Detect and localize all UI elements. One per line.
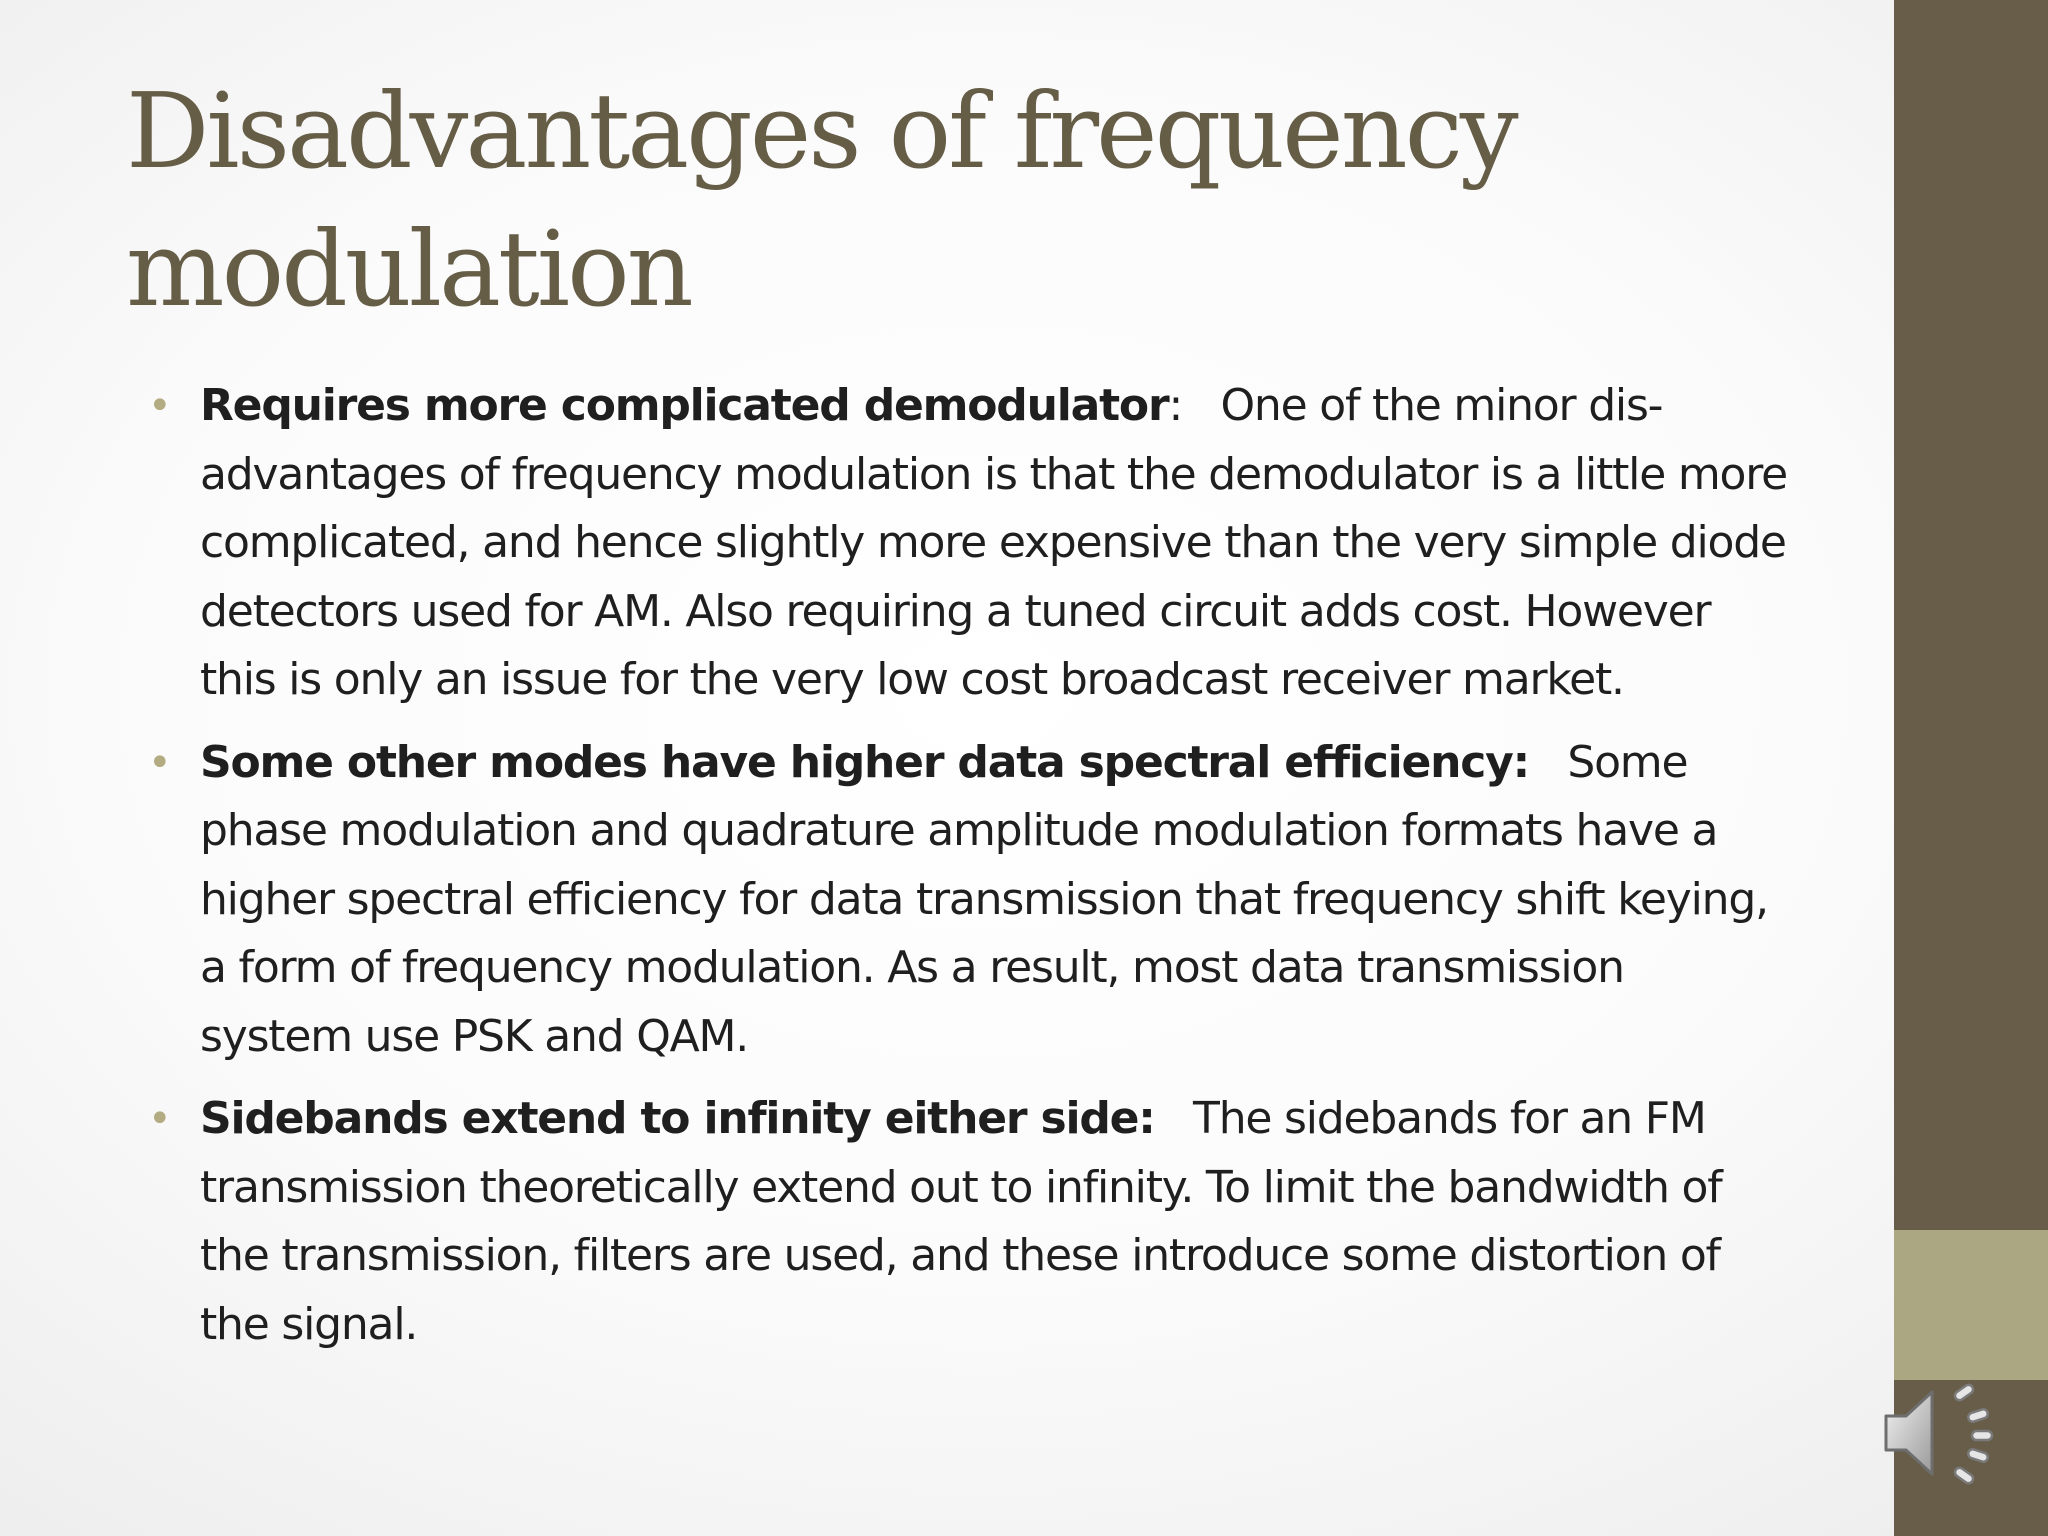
sidebar-accent-top: [1894, 0, 2048, 1230]
bullet-body: The sidebands for an FM transmission the…: [200, 1093, 1723, 1350]
bullet-item: • Sidebands extend to infinity either si…: [148, 1085, 1788, 1359]
bullet-heading: Sidebands extend to infinity either side…: [200, 1093, 1156, 1144]
audio-speaker-button[interactable]: [1876, 1368, 2006, 1498]
bullet-body: One of the minor dis-advantages of frequ…: [200, 380, 1788, 705]
bullet-item: • Requires more complicated demodulator:…: [148, 372, 1788, 715]
bullet-marker: •: [148, 1096, 172, 1142]
bullet-heading: Some other modes have higher data spectr…: [200, 736, 1530, 788]
bullet-marker: •: [148, 739, 172, 786]
bullet-heading: Requires more complicated demodulator: [200, 380, 1170, 431]
speaker-icon: [1884, 1383, 1994, 1485]
bullet-body: Some phase modulation and quadrature amp…: [200, 736, 1769, 1062]
sidebar-accent-middle: [1894, 1230, 2048, 1380]
bullet-list: • Requires more complicated demodulator:…: [148, 372, 1788, 1373]
bullet-item: • Some other modes have higher data spec…: [148, 729, 1788, 1072]
bullet-separator: :: [1168, 380, 1183, 431]
slide-title: Disadvantages of frequency modulation: [126, 70, 1519, 330]
bullet-marker: •: [148, 383, 172, 429]
